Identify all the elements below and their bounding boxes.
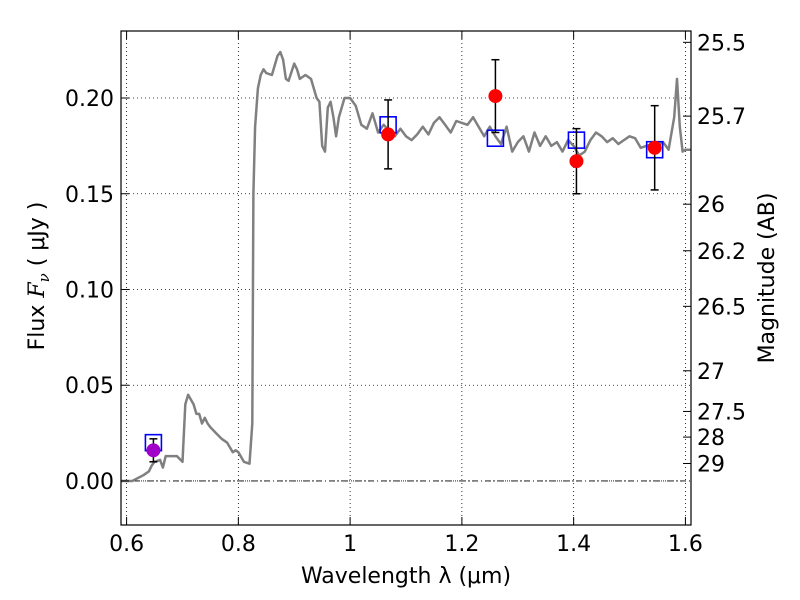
error-bars [149, 58, 659, 463]
x-tick-label: 1.4 [556, 532, 591, 557]
y-axis-label: Flux Fν ( μJy ) [25, 202, 53, 351]
y-tick-label: 0.00 [65, 470, 114, 495]
plot-frame [120, 30, 692, 526]
mag-tick-label: 27.5 [697, 400, 746, 425]
x-ticks: 0.6 0.8 1 1.2 1.4 1.6 [109, 31, 703, 557]
y-label-subscript: ν [35, 273, 53, 282]
observed-points [146, 89, 662, 458]
data-point [647, 140, 662, 155]
mag-tick-label: 26.2 [697, 240, 746, 265]
y-tick-label: 0.10 [65, 278, 114, 303]
x-axis-label: Wavelength λ (μm) [301, 564, 511, 589]
x-tick-label: 1.6 [668, 532, 703, 557]
mag-tick-label: 27 [697, 360, 725, 385]
mag-tick-label: 28 [697, 426, 725, 451]
y-ticks: 0.00 0.05 0.10 0.15 0.20 [65, 87, 129, 495]
data-point [146, 443, 161, 458]
x-tick-label: 0.6 [109, 532, 144, 557]
mag-tick-label: 26 [697, 193, 725, 218]
y-tick-label: 0.05 [65, 374, 114, 399]
y-label-symbol: F [25, 282, 50, 299]
mag-tick-label: 29 [697, 452, 725, 477]
x-tick-label: 1.2 [444, 532, 479, 557]
mag-tick-label: 26.5 [697, 295, 746, 320]
y-tick-label: 0.15 [65, 183, 114, 208]
y-label-units: ( μJy ) [25, 202, 50, 274]
model-spectrum [121, 50, 691, 483]
grid [121, 31, 691, 525]
data-point [381, 127, 396, 142]
spectrum-line [121, 50, 691, 483]
x-tick-label: 1 [343, 532, 357, 557]
y-label-prefix: Flux [25, 298, 50, 351]
right-axis-label: Magnitude (AB) [755, 193, 780, 364]
mag-tick-label: 25.7 [697, 105, 746, 130]
data-point [569, 154, 584, 169]
model-photometry-squares [144, 116, 664, 452]
y-tick-label: 0.20 [65, 87, 114, 112]
mag-tick-label: 25.5 [697, 31, 746, 56]
x-tick-label: 0.8 [221, 532, 256, 557]
data-point [488, 89, 503, 104]
